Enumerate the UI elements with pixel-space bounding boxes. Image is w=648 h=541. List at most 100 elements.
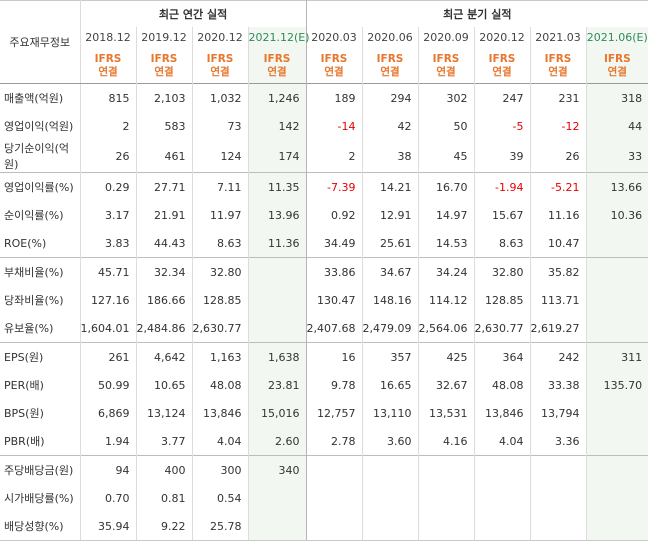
table-cell: 25.61 [361,229,419,258]
table-cell: 2.78 [305,427,363,456]
ifrs-label: IFRS 연결 [135,48,192,84]
table-cell [361,484,419,512]
ifrs-top-text: IFRS [150,52,178,65]
annual-group-header: 최근 연간 실적 [79,0,307,27]
ifrs-label: IFRS 연결 [473,48,531,84]
table-cell: 45 [417,140,475,173]
table-cell: 6,869 [79,399,136,427]
row-label: 주당배당금(원) [0,455,80,484]
table-cell: 4.16 [417,427,475,456]
table-cell: 14.53 [417,229,475,258]
table-cell: 13,110 [361,399,419,427]
table-cell: 242 [529,342,587,371]
period-header: 2019.12 [135,26,192,49]
table-cell: 32.67 [417,371,475,399]
ifrs-top-text: IFRS [320,52,348,65]
table-cell: 189 [305,83,363,112]
table-cell [585,512,648,541]
ifrs-top-text: IFRS [376,52,404,65]
table-cell: 2,479.09 [361,314,419,343]
ifrs-label: IFRS 연결 [79,48,136,84]
table-cell: 2,103 [135,83,192,112]
table-cell: -5.21 [529,172,587,201]
table-cell: 113.71 [529,286,587,314]
table-cell: 7.11 [191,172,248,201]
table-cell: 10.36 [585,201,648,229]
table-cell: 1,604.01 [79,314,136,343]
table-cell: 44.43 [135,229,192,258]
table-cell: 13,846 [473,399,531,427]
table-cell: 35.94 [79,512,136,541]
quarter-group-header: 최근 분기 실적 [305,0,648,27]
row-label: 당좌비율(%) [0,286,80,314]
table-row: 부채비율(%) 45.71 32.34 32.80 33.86 34.67 34.24 32.… [0,257,648,286]
table-cell: 16.65 [361,371,419,399]
ifrs-top-text: IFRS [94,52,122,65]
table-cell: 35.82 [529,257,587,286]
table-cell [417,455,475,484]
table-cell: 14.97 [417,201,475,229]
table-cell: 0.92 [305,201,363,229]
ifrs-top-text: IFRS [603,52,631,65]
table-cell: 2 [79,112,136,140]
ifrs-label: IFRS 연결 [417,48,475,84]
table-cell: 261 [79,342,136,371]
table-cell: 39 [473,140,531,173]
row-label: 영업이익률(%) [0,172,80,201]
row-label: ROE(%) [0,229,80,258]
ifrs-bottom-text: 연결 [380,65,400,78]
table-cell [305,484,363,512]
table-cell: 124 [191,140,248,173]
table-cell: 128.85 [473,286,531,314]
table-cell: 13,124 [135,399,192,427]
table-cell [361,512,419,541]
table-cell: 340 [247,455,307,484]
table-row: 유보율(%) 1,604.01 2,484.86 2,630.77 2,407.68 2,… [0,314,648,343]
table-cell [585,257,648,286]
table-cell: 13.96 [247,201,307,229]
ifrs-bottom-text: 연결 [98,65,118,78]
corner-label: 주요재무정보 [0,0,80,84]
table-cell: 302 [417,83,475,112]
ifrs-label: IFRS 연결 [529,48,587,84]
table-cell: 15,016 [247,399,307,427]
table-cell: 1,163 [191,342,248,371]
table-cell: 10.65 [135,371,192,399]
table-cell: -7.39 [305,172,363,201]
table-cell: 583 [135,112,192,140]
table-row: 당기순이익(억원) 26 461 124 174 2 38 45 39 26 33 [0,140,648,173]
table-cell [247,314,307,343]
table-row: PER(배) 50.99 10.65 48.08 23.81 9.78 16.65 32.67… [0,371,648,399]
table-cell: 50.99 [79,371,136,399]
table-cell: 186.66 [135,286,192,314]
table-cell: 148.16 [361,286,419,314]
table-cell: 2.60 [247,427,307,456]
table-cell [585,484,648,512]
table-cell: 50 [417,112,475,140]
table-cell [305,455,363,484]
table-cell: 294 [361,83,419,112]
table-cell [247,484,307,512]
table-cell: 174 [247,140,307,173]
table-cell: 3.36 [529,427,587,456]
table-cell [585,427,648,456]
table-cell: 2,619.27 [529,314,587,343]
table-cell: 0.81 [135,484,192,512]
table-cell: 12,757 [305,399,363,427]
table-cell: 23.81 [247,371,307,399]
table-cell: 231 [529,83,587,112]
table-cell: 1,246 [247,83,307,112]
ifrs-top-text: IFRS [544,52,572,65]
table-cell: 8.63 [473,229,531,258]
row-label: 영업이익(억원) [0,112,80,140]
table-cell: -14 [305,112,363,140]
table-row: ROE(%) 3.83 44.43 8.63 11.36 34.49 25.61 14.53 8… [0,229,648,258]
table-row: 배당성향(%) 35.94 9.22 25.78 [0,512,648,541]
table-cell: 9.78 [305,371,363,399]
period-header: 2020.09 [417,26,475,49]
ifrs-top-text: IFRS [432,52,460,65]
row-label: EPS(원) [0,342,80,371]
table-cell: 13,531 [417,399,475,427]
table-cell [529,512,587,541]
ifrs-bottom-text: 연결 [267,65,287,78]
